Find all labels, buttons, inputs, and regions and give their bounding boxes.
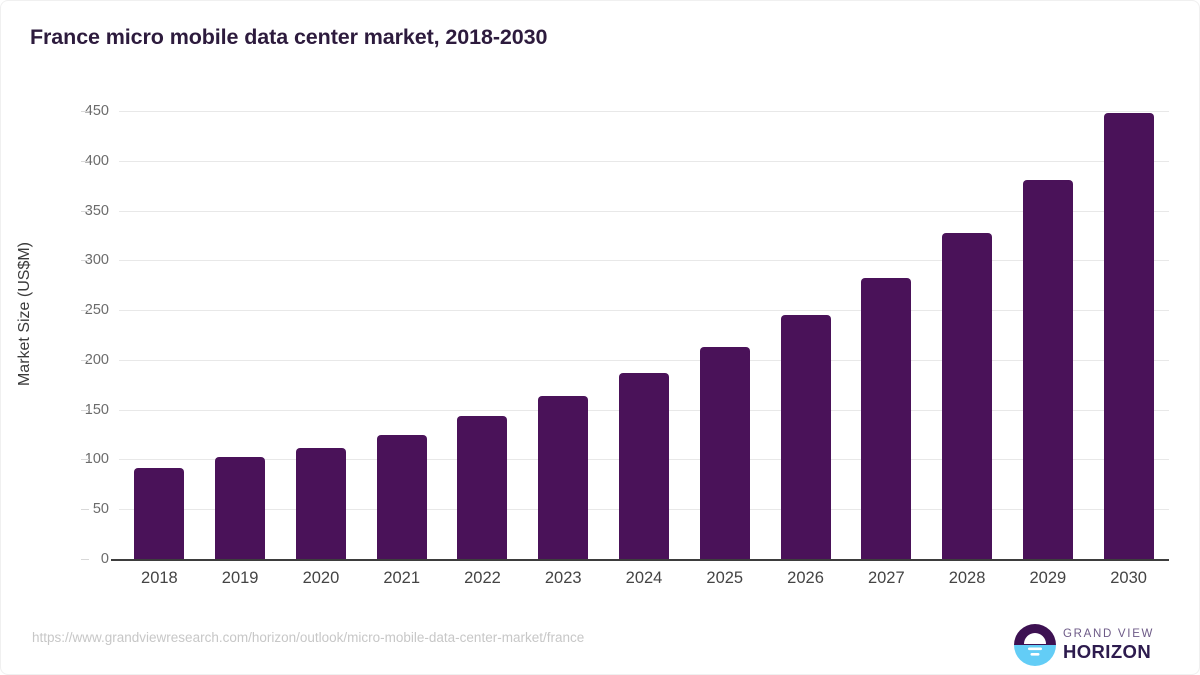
bar-2028[interactable] xyxy=(942,233,993,559)
x-tick-label-2029: 2029 xyxy=(1029,569,1067,587)
bar-2018[interactable] xyxy=(134,468,185,559)
y-tick-mark xyxy=(81,359,89,361)
x-axis-line xyxy=(111,559,1169,561)
bar-2024[interactable] xyxy=(619,372,669,559)
gridline xyxy=(119,111,1169,112)
gridline xyxy=(119,160,1169,162)
x-tick-label-2026: 2026 xyxy=(787,569,824,587)
bar-2021[interactable] xyxy=(376,434,427,559)
bar-2027[interactable] xyxy=(861,278,912,559)
y-tick-label: 250 xyxy=(84,302,109,319)
y-tick-mark xyxy=(81,260,89,262)
y-tick-mark xyxy=(81,210,89,212)
y-tick-mark xyxy=(81,459,89,461)
x-tick-label-2030: 2030 xyxy=(1110,569,1147,587)
logo-wordmark: GRAND VIEW HORIZON xyxy=(1063,627,1173,662)
y-tick-label: 300 xyxy=(84,252,109,269)
y-tick-label: 450 xyxy=(84,103,109,119)
y-tick-label: 0 xyxy=(100,551,109,567)
x-tick-label-2021: 2021 xyxy=(383,569,421,587)
y-tick-label: 50 xyxy=(92,501,109,518)
grand-view-horizon-logo[interactable]: GRAND VIEW HORIZON xyxy=(1013,621,1173,669)
y-axis-tick-labels: 0 50 100 150 200 250 300 350 400 450 xyxy=(31,103,109,567)
bar-2030[interactable] xyxy=(1103,113,1154,559)
x-tick-label-2027: 2027 xyxy=(867,569,905,587)
y-axis-tick-marks xyxy=(81,111,89,560)
y-tick-mark xyxy=(81,160,89,162)
x-tick-label-2020: 2020 xyxy=(302,569,340,587)
logo-brand-secondary: HORIZON xyxy=(1063,641,1152,662)
gridline xyxy=(119,210,1169,212)
x-tick-label-2022: 2022 xyxy=(464,569,501,587)
y-tick-mark xyxy=(81,310,89,312)
y-tick-label: 400 xyxy=(84,152,109,169)
gridline xyxy=(119,260,1169,262)
bar-2020[interactable] xyxy=(295,447,346,559)
x-tick-label-2024: 2024 xyxy=(625,569,663,587)
y-tick-label: 200 xyxy=(84,351,109,368)
bar-2029[interactable] xyxy=(1022,179,1073,559)
source-url[interactable]: https://www.grandviewresearch.com/horizo… xyxy=(32,630,585,645)
plot-area xyxy=(119,111,1169,559)
gridline xyxy=(119,359,1169,361)
y-tick-label: 100 xyxy=(84,451,109,468)
y-tick-mark xyxy=(81,559,89,560)
y-tick-label: 350 xyxy=(84,202,109,219)
x-tick-label-2018: 2018 xyxy=(141,569,178,587)
gridline xyxy=(119,310,1169,312)
bar-2019[interactable] xyxy=(215,457,266,559)
x-tick-label-2028: 2028 xyxy=(948,569,986,587)
page-title: France micro mobile data center market, … xyxy=(30,25,548,49)
horizon-sun-icon xyxy=(1013,623,1057,667)
bar-2022[interactable] xyxy=(457,415,508,559)
y-tick-mark xyxy=(81,111,89,112)
y-tick-mark xyxy=(81,409,89,411)
y-tick-label: 150 xyxy=(84,401,109,418)
y-tick-mark xyxy=(81,509,89,511)
bar-2025[interactable] xyxy=(699,346,750,559)
logo-brand-primary: GRAND VIEW xyxy=(1063,628,1155,640)
x-tick-label-2019: 2019 xyxy=(221,569,259,587)
bar-2023[interactable] xyxy=(538,395,589,559)
bar-2026[interactable] xyxy=(780,315,831,559)
x-tick-label-2023: 2023 xyxy=(544,569,582,587)
x-tick-label-2025: 2025 xyxy=(706,569,744,587)
